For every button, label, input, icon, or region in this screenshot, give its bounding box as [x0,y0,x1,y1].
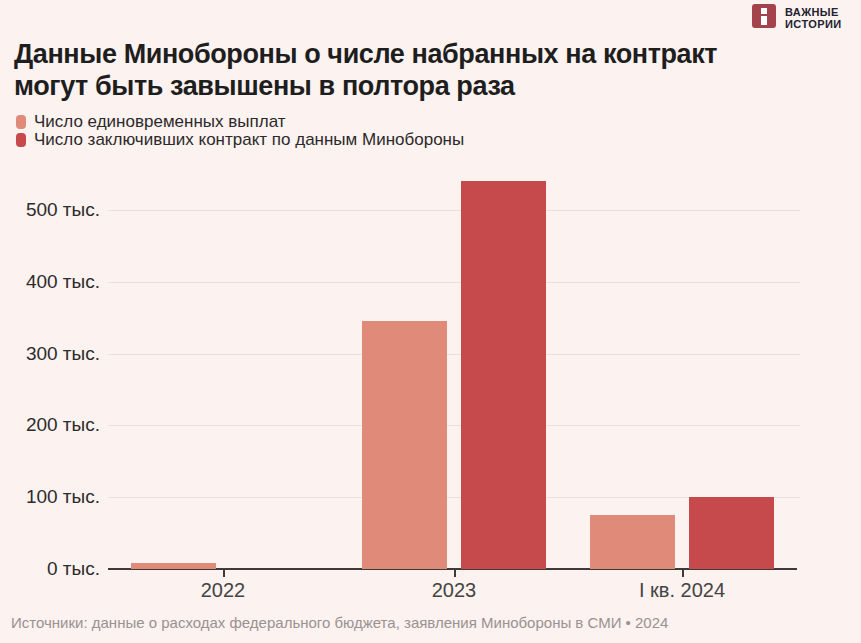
bar-payments-2023 [362,321,447,569]
y-axis-tick-label: 400 тыс. [0,270,100,294]
y-axis-tick-label: 200 тыс. [0,413,100,437]
x-axis-tickmark [454,569,456,577]
gridline [108,425,800,426]
gridline [108,282,800,283]
x-axis-tick-label: 2023 [369,578,539,602]
bar-payments-2022 [131,563,216,569]
y-axis-tick-label: 0 тыс. [0,557,100,581]
x-axis-tickmark [682,569,684,577]
bar-mod-contracts-2023 [461,181,546,569]
source-note: Источники: данные о расходах федеральног… [11,613,831,633]
bar-payments-I кв. 2024 [590,515,675,569]
y-axis-tick-label: 300 тыс. [0,342,100,366]
y-axis-tick-label: 500 тыс. [0,198,100,222]
page: ВАЖНЫЕ ИСТОРИИ Данные Минобороны о числе… [0,0,861,643]
bar-mod-contracts-I кв. 2024 [689,497,774,569]
y-axis-tick-label: 100 тыс. [0,485,100,509]
x-axis-tickmark [223,569,225,577]
gridline [108,354,800,355]
gridline [108,210,800,211]
bar-chart: 500 тыс. 400 тыс. 300 тыс. 200 тыс. 100 тыс.… [0,0,861,643]
x-axis-tick-label: 2022 [138,578,308,602]
x-axis-tick-label: I кв. 2024 [597,578,767,602]
